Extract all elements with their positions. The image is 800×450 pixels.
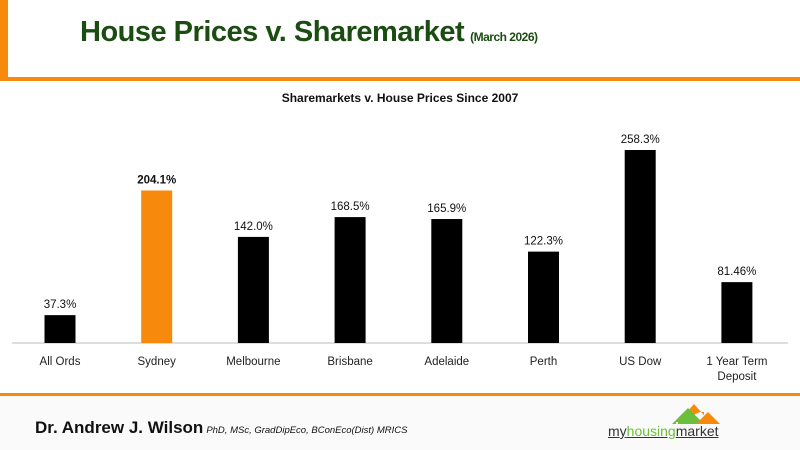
author-name: Dr. Andrew J. Wilson [35,418,204,437]
header-divider [0,77,800,81]
bar-melbourne [237,236,269,343]
footer [0,396,800,450]
category-label: Melbourne [226,356,280,368]
title-text: House Prices v. Sharemarket [80,16,465,48]
title-date: (March 2026) [470,30,538,44]
category-label: Brisbane [327,356,372,368]
bar-1-year-term-deposit [721,282,753,343]
bar-chart: 37.3% All Ords 204.1% Sydney 142.0% Melbourne… [12,134,788,383]
bar-all-ords [44,315,76,343]
data-label: 204.1% [137,174,176,186]
bar-us-dow [624,150,656,343]
accent-bar [0,0,8,80]
data-label: 81.46% [717,266,756,278]
logo-house-icon [672,404,720,424]
logo-text: myhousingmarket [608,423,719,439]
category-label: Perth [530,356,558,368]
bar-adelaide [431,219,463,343]
category-label: Sydney [138,356,177,368]
chart-title: Sharemarkets v. House Prices Since 2007 [281,91,519,105]
bar-perth [528,251,559,343]
bar-brisbane [334,217,366,343]
bar-sydney [141,190,173,343]
author: Dr. Andrew J. Wilson PhD, MSc, GradDipEco… [35,418,407,438]
footer-divider [0,393,800,396]
data-label: 258.3% [621,134,660,146]
data-label: 168.5% [331,201,370,213]
data-label: 37.3% [44,299,77,311]
category-label: Deposit [717,371,757,383]
category-label: Adelaide [424,356,469,368]
category-label: US Dow [619,356,662,368]
author-credentials: PhD, MSc, GradDipEco, BConEco(Dist) MRIC… [206,425,408,436]
data-label: 122.3% [524,236,563,248]
category-label: 1 Year Term [706,356,767,368]
page-title: House Prices v. Sharemarket (March 2026) [80,16,538,49]
category-label: All Ords [40,356,81,368]
data-label: 165.9% [427,203,466,215]
data-label: 142.0% [234,221,273,233]
